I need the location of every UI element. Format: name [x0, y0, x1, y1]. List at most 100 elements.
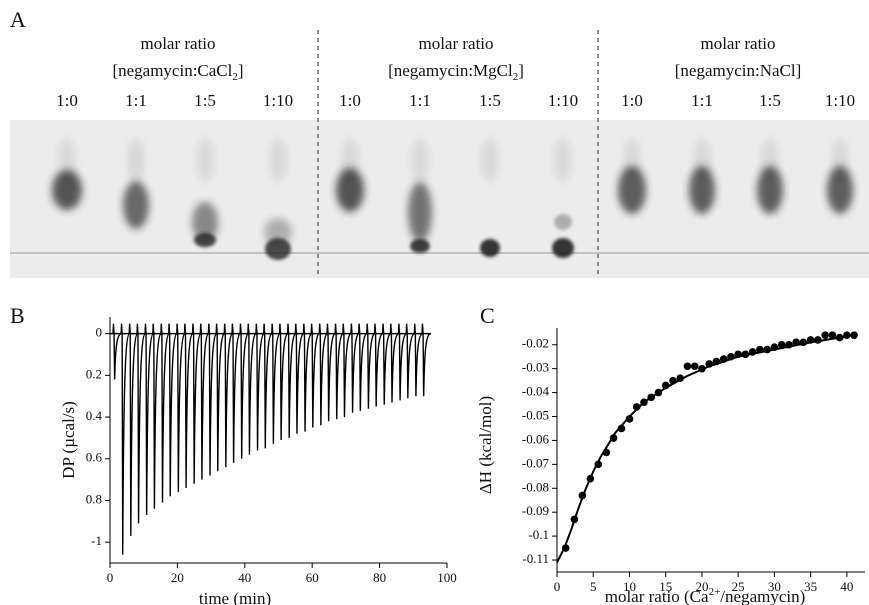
group-label-text: [negamycin:CaCl [112, 61, 232, 80]
lane-label: 1:5 [194, 91, 216, 110]
y-tick-label: -0.08 [522, 479, 549, 494]
spot-trail [196, 138, 214, 182]
injection-peak [160, 323, 170, 503]
injection-peak [373, 323, 384, 407]
lane-label: 1:0 [339, 91, 361, 110]
panel-letter: C [480, 303, 495, 328]
spot [123, 181, 149, 229]
spot [480, 239, 500, 257]
x-tick-label: 40 [238, 570, 251, 585]
group-label: [negamycin:NaCl] [675, 61, 802, 80]
injection-peak [271, 323, 281, 445]
injection-peak [215, 323, 226, 472]
data-point [625, 415, 634, 423]
group-title: molar ratio [140, 34, 215, 53]
injection-peak [310, 323, 321, 428]
y-tick-label: -0.02 [522, 336, 549, 351]
x-axis-title: time (min) [199, 589, 271, 605]
spot [827, 166, 853, 214]
injection-peak [247, 323, 257, 455]
y-axis-title: ΔH (kcal/mol) [476, 396, 495, 494]
x-axis-title: molar ratio (Ca2+/negamycin) [605, 586, 806, 605]
injection-peak [318, 323, 329, 426]
injection-peak [167, 323, 178, 497]
y-tick-label: -0.1 [528, 527, 549, 542]
injection-peak [342, 323, 352, 418]
injection-peak [120, 323, 131, 555]
y-tick-label: -0.11 [522, 551, 549, 566]
spot [192, 202, 218, 242]
injection-peak [144, 323, 155, 516]
x-tick-label: 35 [804, 579, 817, 594]
injection-peak [112, 323, 122, 380]
group-label-end: ] [238, 61, 244, 80]
x-tick-label: 15 [659, 579, 672, 594]
y-tick-label: -0.06 [522, 431, 550, 446]
lane-label: 1:0 [56, 91, 78, 110]
spot-trail [481, 138, 499, 182]
group-label-end: ] [518, 61, 524, 80]
injection-peak [262, 323, 273, 449]
group-label-text: [negamycin:NaCl] [675, 61, 802, 80]
data-point [777, 340, 786, 349]
y-tick-label: -1 [91, 533, 102, 548]
x-tick-label: 60 [306, 570, 319, 585]
data-point [821, 331, 829, 339]
injection-peak [183, 323, 194, 488]
group-label-sub: 2 [513, 71, 519, 83]
panel-letter: B [10, 303, 25, 328]
x-tick-label: 25 [732, 579, 745, 594]
spot [194, 233, 216, 247]
injection-peak [152, 323, 162, 509]
spot [265, 238, 291, 260]
injection-peak [239, 323, 249, 459]
injection-peak [334, 323, 344, 420]
y-tick-label: -0.05 [522, 407, 549, 422]
x-axis-title-end: /negamycin) [720, 587, 805, 605]
x-tick-label: 20 [171, 570, 184, 585]
spot [52, 170, 82, 210]
x-tick-label: 30 [768, 579, 781, 594]
lane-label: 1:10 [825, 91, 855, 110]
spot-trail [411, 138, 429, 182]
lane-label: 1:1 [691, 91, 713, 110]
y-tick-label: -0.03 [522, 360, 549, 375]
injection-peak [278, 323, 289, 441]
injection-peak [397, 323, 408, 401]
fit-line [556, 334, 855, 563]
y-tick-label: -0.09 [522, 503, 549, 518]
spot-trail [269, 138, 287, 182]
spot [757, 166, 783, 214]
spot-trail [127, 138, 145, 182]
injection-peak [255, 323, 265, 451]
injection-peak [302, 323, 313, 432]
spot [689, 166, 715, 214]
group-label: [negamycin:CaCl2] [112, 61, 243, 83]
data-point [683, 362, 692, 371]
x-tick-label: 40 [840, 579, 853, 594]
data-point [690, 362, 699, 371]
tlc-plate [10, 120, 869, 278]
injection-peak [231, 323, 241, 463]
x-tick-label: 0 [554, 579, 561, 594]
x-axis-title-sup: 2+ [709, 586, 721, 598]
injection-peak [389, 323, 400, 403]
x-tick-label: 80 [373, 570, 386, 585]
injection-peak [207, 323, 218, 476]
y-tick-label: -0.07 [522, 455, 550, 470]
lane-label: 1:5 [759, 91, 781, 110]
group-label-text: [negamycin:MgCl [388, 61, 513, 80]
spot [264, 218, 292, 246]
y-tick-label: 0.2 [86, 366, 102, 381]
injection-peak [199, 323, 210, 480]
lane-label: 1:5 [479, 91, 501, 110]
group-title: molar ratio [418, 34, 493, 53]
x-tick-label: 20 [695, 579, 708, 594]
y-tick-label: -0.04 [522, 384, 550, 399]
spot [408, 182, 432, 242]
injection-peak [176, 323, 186, 493]
injection-peak [191, 323, 202, 484]
injection-peak [421, 323, 431, 397]
x-tick-label: 5 [590, 579, 597, 594]
